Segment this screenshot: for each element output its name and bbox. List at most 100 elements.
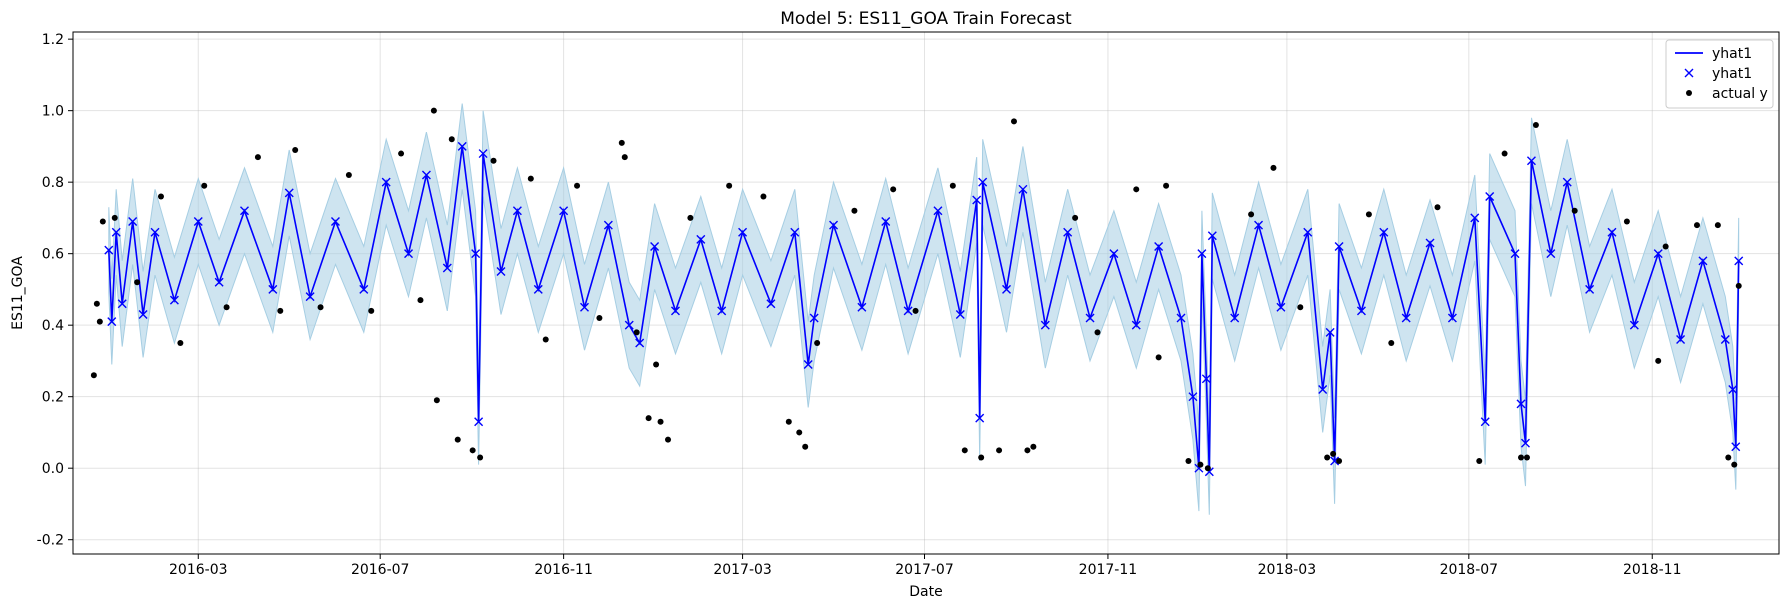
yhat1-x-marker <box>670 306 680 316</box>
y-tick-label: 1.2 <box>42 32 64 48</box>
yhat1-markers <box>104 141 1744 477</box>
yhat1-x-marker <box>955 309 965 319</box>
yhat1-x-marker <box>933 206 943 216</box>
yhat1-x-marker <box>1207 231 1217 241</box>
actual-y-point <box>574 182 581 189</box>
yhat1-x-marker <box>803 360 813 370</box>
yhat1-x-marker <box>1516 399 1526 409</box>
legend-dot-swatch <box>1686 90 1692 96</box>
yhat1-x-marker <box>1520 438 1530 448</box>
yhat1-x-marker <box>696 234 706 244</box>
yhat1-x-marker <box>603 220 613 230</box>
yhat1-x-marker <box>1731 442 1741 452</box>
x-tick-label: 2016-11 <box>534 562 593 578</box>
actual-y-point <box>448 136 455 143</box>
chart-title: Model 5: ES11_GOA Train Forecast <box>780 9 1072 29</box>
yhat1-x-marker <box>972 195 982 205</box>
yhat1-x-marker <box>150 227 160 237</box>
yhat1-x-marker <box>305 292 315 302</box>
actual-y-point <box>1155 354 1162 361</box>
legend-label: yhat1 <box>1712 66 1752 82</box>
actual-y-point <box>1532 121 1539 128</box>
legend-label: actual y <box>1712 86 1768 102</box>
prediction-interval-band <box>108 103 1740 515</box>
actual-y-point <box>177 340 184 347</box>
y-tick-label: 0.2 <box>42 390 64 406</box>
actual-y-point <box>1501 150 1508 157</box>
actual-y-points <box>90 107 1742 472</box>
yhat1-x-marker <box>1303 227 1313 237</box>
yhat1-x-marker <box>284 188 294 198</box>
yhat1-x-marker <box>128 216 138 226</box>
actual-y-point <box>542 336 549 343</box>
yhat1-x-marker <box>471 249 481 259</box>
actual-y-point <box>1518 454 1525 461</box>
x-tick-label: 2017-11 <box>1079 562 1138 578</box>
actual-y-point <box>1523 454 1530 461</box>
yhat1-x-marker <box>829 220 839 230</box>
yhat1-x-marker <box>717 306 727 316</box>
yhat1-x-marker <box>1447 313 1457 323</box>
yhat1-x-marker <box>381 177 391 187</box>
yhat1-x-marker <box>1197 249 1207 259</box>
actual-y-point <box>1336 458 1343 465</box>
actual-y-point <box>345 172 352 179</box>
actual-y-point <box>1010 118 1017 125</box>
yhat1-x-marker <box>1379 227 1389 237</box>
yhat1-x-marker <box>359 284 369 294</box>
actual-y-point <box>433 397 440 404</box>
actual-y-point <box>417 297 424 304</box>
actual-y-point <box>645 415 652 422</box>
actual-y-point <box>814 340 821 347</box>
yhat1-x-marker <box>1325 327 1335 337</box>
y-tick-label: 1.0 <box>42 104 64 120</box>
actual-y-point <box>134 279 141 286</box>
actual-y-point <box>1365 211 1372 218</box>
plot-frame <box>72 31 1780 555</box>
y-tick-label: -0.2 <box>37 533 64 549</box>
yhat1-x-marker <box>1330 456 1340 466</box>
yhat1-x-marker <box>1109 249 1119 259</box>
actual-y-point <box>949 182 956 189</box>
yhat1-x-marker <box>1425 238 1435 248</box>
yhat1-x-marker <box>1176 313 1186 323</box>
actual-y-point <box>796 429 803 436</box>
yhat1-x-marker <box>1607 227 1617 237</box>
yhat1-x-marker <box>404 249 414 259</box>
yhat1-x-marker <box>624 320 634 330</box>
legend-box <box>1665 39 1774 109</box>
actual-y-point <box>93 300 100 307</box>
yhat1-x-marker <box>1188 392 1198 402</box>
yhat1-x-marker <box>1040 320 1050 330</box>
actual-y-point <box>368 307 375 314</box>
actual-y-point <box>157 193 164 200</box>
y-tick-label: 0.0 <box>42 461 64 477</box>
actual-y-point <box>277 307 284 314</box>
actual-y-point <box>1434 204 1441 211</box>
yhat1-x-marker <box>107 317 117 327</box>
yhat1-x-marker <box>1230 313 1240 323</box>
actual-y-point <box>851 207 858 214</box>
actual-y-point <box>657 418 664 425</box>
yhat1-x-marker <box>1318 385 1328 395</box>
actual-y-point <box>1163 182 1170 189</box>
yhat1-x-marker <box>978 177 988 187</box>
actual-y-point <box>1197 461 1204 468</box>
actual-y-point <box>317 304 324 311</box>
yhat1-x-marker <box>1154 242 1164 252</box>
yhat1-x-marker <box>214 277 224 287</box>
actual-y-point <box>96 318 103 325</box>
actual-y-point <box>961 447 968 454</box>
y-axis-ticks: -0.2 0.0 0.2 0.4 0.6 0.8 1.0 1.2 <box>37 32 73 549</box>
actual-y-point <box>1324 454 1331 461</box>
actual-y-point <box>802 443 809 450</box>
actual-y-point <box>1204 465 1211 472</box>
yhat1-x-marker <box>1480 417 1490 427</box>
actual-y-point <box>687 214 694 221</box>
x-tick-label: 2017-07 <box>895 562 954 578</box>
actual-y-point <box>1185 458 1192 465</box>
yhat1-x-marker <box>1485 191 1495 201</box>
yhat1-x-marker <box>1720 334 1730 344</box>
actual-y-point <box>1270 164 1277 171</box>
yhat1-x-marker <box>1085 313 1095 323</box>
